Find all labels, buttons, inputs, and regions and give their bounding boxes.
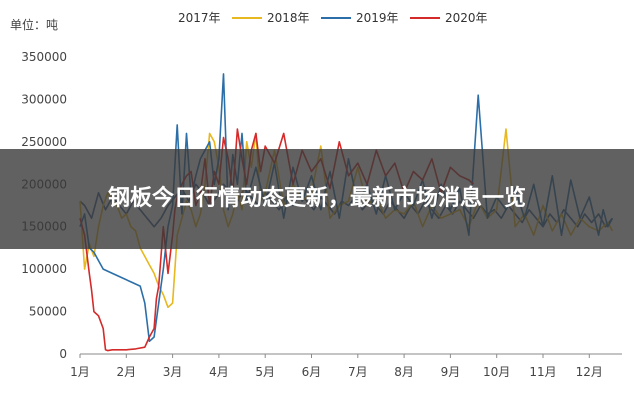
headline-banner: 钢板今日行情动态更新，最新市场消息一览 bbox=[0, 149, 634, 249]
x-tick-label: 11月 bbox=[529, 365, 556, 379]
x-tick-label: 5月 bbox=[255, 365, 275, 379]
unit-label: 单位：吨 bbox=[10, 17, 58, 32]
x-axis-ticks: 1月 2月 3月 4月 5月 6月 7月 8月 9月 10月 11月 12月 bbox=[70, 354, 603, 379]
legend: 2017年 2018年 2019年 2020年 bbox=[178, 11, 488, 25]
y-tick-label: 50000 bbox=[29, 305, 67, 319]
x-tick-label: 3月 bbox=[163, 365, 183, 379]
legend-label: 2019年 bbox=[356, 11, 399, 25]
x-tick-label: 9月 bbox=[441, 365, 461, 379]
legend-label: 2018年 bbox=[267, 11, 310, 25]
x-tick-label: 8月 bbox=[394, 365, 414, 379]
x-tick-label: 10月 bbox=[483, 365, 510, 379]
y-tick-label: 300000 bbox=[21, 92, 67, 106]
x-tick-label: 6月 bbox=[302, 365, 322, 379]
x-tick-label: 7月 bbox=[348, 365, 368, 379]
y-tick-label: 350000 bbox=[21, 50, 67, 64]
x-tick-label: 12月 bbox=[576, 365, 603, 379]
headline-title: 钢板今日行情动态更新，最新市场消息一览 bbox=[107, 186, 526, 211]
x-tick-label: 1月 bbox=[70, 365, 90, 379]
y-tick-label: 100000 bbox=[21, 262, 67, 276]
y-tick-label: 0 bbox=[59, 347, 67, 361]
legend-label: 2017年 bbox=[178, 11, 221, 25]
x-tick-label: 2月 bbox=[116, 365, 136, 379]
x-tick-label: 4月 bbox=[209, 365, 229, 379]
y-tick-label: 250000 bbox=[21, 135, 67, 149]
legend-label: 2020年 bbox=[445, 11, 488, 25]
